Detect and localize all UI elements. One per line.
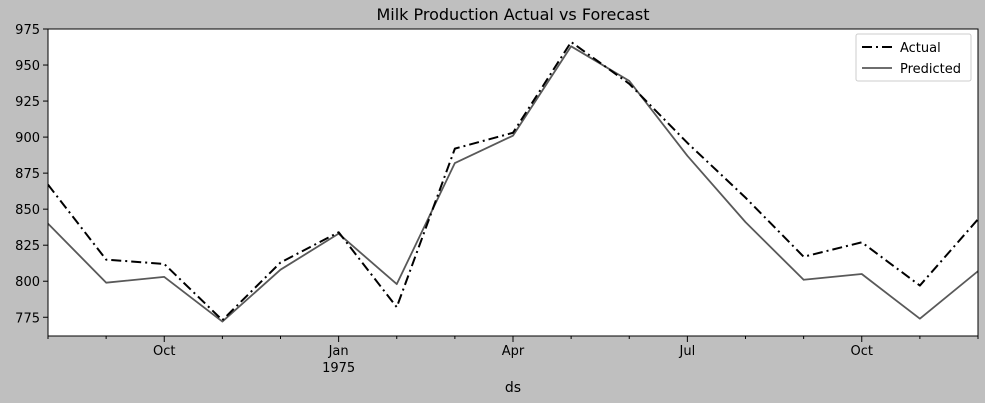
series-line-predicted [48,45,978,323]
x-tick-label: Apr [502,344,525,359]
y-tick-label: 875 [15,167,40,182]
legend-label-predicted: Predicted [900,62,961,77]
y-tick-label: 950 [15,59,40,74]
legend: Actual Predicted [855,33,972,82]
y-tick-label: 850 [15,203,40,218]
x-tick-label: Jan [328,344,349,359]
legend-box [855,33,972,82]
series-lines [48,40,978,323]
y-tick-label: 825 [15,239,40,254]
y-tick-label: 800 [15,275,40,290]
x-tick-label: Oct [851,344,873,359]
chart-title: Milk Production Actual vs Forecast [376,5,649,24]
x-axis: Oct Jan 1975 Apr Jul Oct [47,336,979,376]
x-tick-label: Jul [679,344,696,359]
y-tick-label: 900 [15,131,40,146]
series-line-actual [48,40,978,322]
legend-label-actual: Actual [900,41,941,56]
y-tick-label: 975 [15,23,40,38]
plot-frame [47,28,979,337]
x-tick-label: Oct [153,344,175,359]
y-tick-label: 925 [15,95,40,110]
y-axis: 775 800 825 850 875 900 925 950 975 [15,23,48,326]
x-axis-label: ds [505,380,521,396]
plot-area [48,29,978,336]
y-tick-label: 775 [15,311,40,326]
x-tick-sublabel: 1975 [322,361,355,376]
